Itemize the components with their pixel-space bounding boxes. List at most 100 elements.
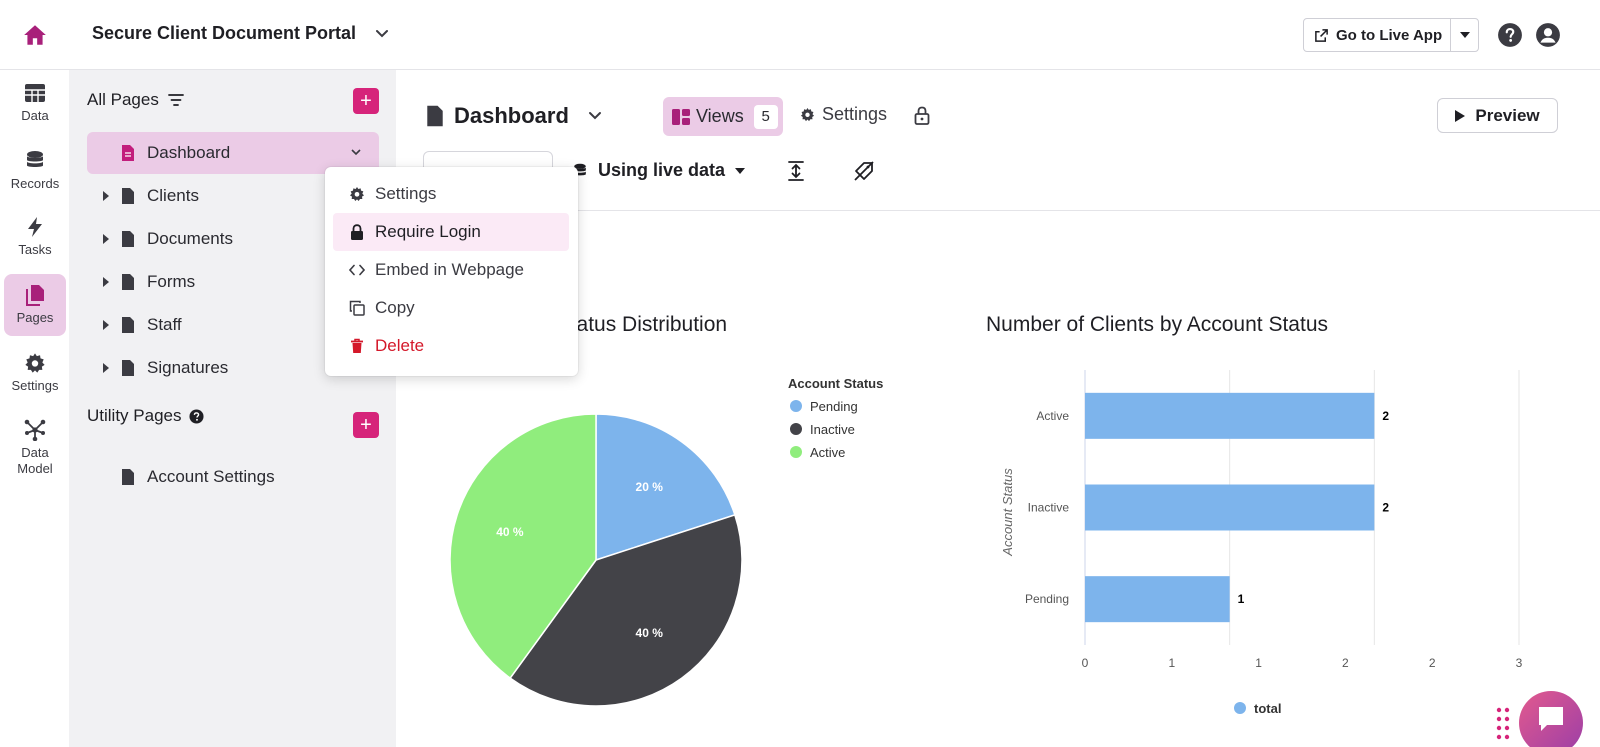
go-to-live-app-label: Go to Live App — [1336, 26, 1443, 44]
expand-vertical-icon[interactable] — [785, 160, 807, 182]
rail-item-tasks[interactable]: Tasks — [4, 206, 66, 268]
add-page-button[interactable]: + — [353, 88, 379, 114]
page-doc-icon — [122, 469, 134, 485]
pie-legend-marker[interactable] — [790, 400, 802, 412]
live-data-label: Using live data — [598, 160, 726, 180]
pie-legend-item[interactable]: Active — [810, 445, 845, 460]
pie-legend-item[interactable]: Pending — [810, 399, 858, 414]
bar-x-tick-label: 2 — [1429, 656, 1436, 670]
rail-label-data-model: Data Model — [17, 445, 53, 476]
page-item-documents[interactable]: Documents — [87, 218, 379, 260]
bolt-icon — [28, 217, 42, 237]
rail-label-settings: Settings — [11, 378, 59, 393]
caret-right-icon[interactable] — [103, 363, 109, 373]
menu-item-embed[interactable]: Embed in Webpage — [333, 251, 569, 289]
bar-value-label: 2 — [1382, 409, 1389, 423]
caret-right-icon[interactable] — [103, 191, 109, 201]
rail-item-settings[interactable]: Settings — [4, 342, 66, 404]
page-doc-icon — [122, 231, 134, 247]
chat-icon — [1539, 707, 1563, 731]
trash-icon — [351, 338, 363, 353]
bar-x-tick-label: 1 — [1168, 656, 1175, 670]
filter-icon[interactable] — [167, 93, 185, 107]
all-pages-heading: All Pages — [87, 90, 185, 110]
tab-views[interactable]: Views 5 — [663, 97, 783, 136]
pie-legend-item[interactable]: Inactive — [810, 422, 855, 437]
home-icon[interactable] — [22, 22, 48, 48]
preview-label: Preview — [1475, 105, 1540, 125]
go-to-live-app-button[interactable]: Go to Live App — [1303, 18, 1479, 52]
rail-item-data[interactable]: Data — [4, 72, 66, 134]
drag-grip-icon[interactable] — [1496, 706, 1510, 742]
page-item-signatures[interactable]: Signatures — [87, 347, 379, 389]
live-app-dropdown-button[interactable] — [1451, 19, 1478, 51]
page-doc-icon — [122, 188, 134, 204]
bar-pending[interactable] — [1085, 576, 1230, 623]
menu-item-settings[interactable]: Settings — [333, 175, 569, 213]
bar-legend-marker[interactable] — [1234, 702, 1246, 714]
live-data-dropdown[interactable]: Using live data — [572, 160, 746, 181]
plus-icon: + — [360, 90, 372, 112]
chat-support-button[interactable] — [1519, 691, 1583, 747]
menu-item-copy[interactable]: Copy — [333, 289, 569, 327]
caret-right-icon[interactable] — [103, 234, 109, 244]
database-icon — [27, 151, 43, 167]
rail-item-pages[interactable]: Pages — [4, 274, 66, 336]
bar-x-tick-label: 1 — [1255, 656, 1262, 670]
bar-x-tick-label: 3 — [1516, 656, 1523, 670]
app-title[interactable]: Secure Client Document Portal — [92, 23, 357, 43]
external-link-icon — [1315, 28, 1328, 42]
pie-chart: Account Status 20 % 40 % 40 % Pending Inact… — [449, 376, 883, 707]
menu-item-delete[interactable]: Delete — [333, 327, 569, 365]
views-icon — [672, 108, 690, 125]
pie-slice-label: 40 % — [636, 626, 664, 640]
rail-label-records: Records — [10, 176, 60, 191]
page-doc-icon — [122, 274, 134, 290]
bar-category-label: Inactive — [1028, 501, 1070, 515]
chevron-down-icon[interactable] — [372, 24, 392, 44]
caret-right-icon[interactable] — [103, 277, 109, 287]
page-item-forms[interactable]: Forms — [87, 261, 379, 303]
user-avatar-icon[interactable] — [1535, 22, 1561, 48]
network-icon — [24, 419, 46, 441]
tag-off-icon[interactable] — [853, 160, 875, 182]
rail-label-data: Data — [21, 108, 49, 123]
add-utility-page-button[interactable]: + — [353, 412, 379, 438]
help-icon[interactable] — [1497, 22, 1523, 48]
chevron-down-icon[interactable] — [349, 145, 363, 159]
copy-icon — [349, 300, 365, 316]
caret-down-icon — [1459, 32, 1470, 38]
menu-item-require-login[interactable]: Require Login — [333, 213, 569, 251]
rail-item-data-model[interactable]: Data Model — [4, 410, 66, 486]
table-icon — [25, 84, 45, 102]
bar-value-label: 1 — [1238, 592, 1245, 606]
bar-x-tick-label: 0 — [1082, 656, 1089, 670]
pie-legend-marker[interactable] — [790, 446, 802, 458]
bar-active[interactable] — [1085, 392, 1375, 439]
page-label: Staff — [147, 315, 182, 334]
pie-legend-marker[interactable] — [790, 423, 802, 435]
bar-chart-title: Number of Clients by Account Status — [986, 313, 1328, 336]
pie-slice-pending[interactable] — [595, 413, 736, 562]
preview-button[interactable]: Preview — [1437, 98, 1558, 133]
chevron-down-icon[interactable] — [585, 106, 605, 126]
caret-right-icon[interactable] — [103, 320, 109, 330]
caret-down-icon — [735, 167, 746, 174]
lock-open-icon[interactable] — [914, 106, 930, 125]
bar-legend-label[interactable]: total — [1254, 701, 1281, 716]
page-doc-icon — [122, 360, 134, 376]
bar-inactive[interactable] — [1085, 484, 1375, 531]
pie-slice-label: 40 % — [496, 525, 524, 539]
pie-slice-inactive[interactable] — [509, 513, 743, 707]
page-title: Dashboard — [426, 103, 569, 129]
tab-settings[interactable]: Settings — [800, 104, 887, 125]
views-label: Views — [696, 106, 744, 126]
gear-icon — [800, 107, 815, 122]
help-circle-icon[interactable] — [189, 408, 205, 424]
page-item-clients[interactable]: Clients — [87, 175, 379, 217]
pie-slice-active[interactable] — [449, 413, 597, 680]
page-item-account-settings[interactable]: Account Settings — [87, 456, 379, 498]
page-item-staff[interactable]: Staff — [87, 304, 379, 346]
rail-item-records[interactable]: Records — [4, 140, 66, 202]
bar-category-label: Pending — [1025, 592, 1069, 606]
